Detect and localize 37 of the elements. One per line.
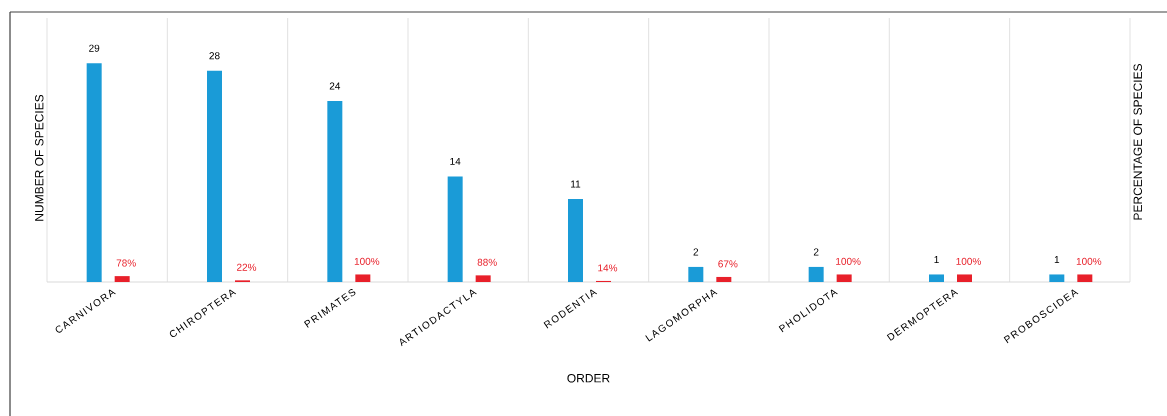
data-label: 28: [209, 52, 220, 60]
bar: [808, 266, 824, 282]
bar: [928, 274, 944, 282]
bar: [207, 70, 222, 282]
data-label: 100%: [956, 257, 981, 265]
data-label: 14%: [598, 264, 618, 272]
y-axis-title: NUMBER OF SPECIES: [34, 94, 44, 221]
data-label: 2: [693, 248, 699, 256]
data-label: 88%: [477, 258, 497, 266]
data-label: 2: [813, 248, 819, 256]
bar: [355, 274, 371, 282]
data-label: 67%: [718, 260, 738, 268]
y2-axis-title: PERCENTAGE OF SPECIES: [1133, 63, 1143, 220]
data-label: 1: [1054, 256, 1060, 263]
bar: [1049, 274, 1065, 282]
bar: [716, 276, 732, 282]
data-label: 14: [450, 157, 461, 165]
bar: [447, 176, 463, 282]
bar: [568, 199, 583, 282]
bar: [1077, 274, 1093, 282]
data-label: 22%: [237, 263, 257, 271]
x-axis-title: ORDER: [567, 373, 610, 383]
data-label: 1: [934, 256, 939, 263]
data-label: 29: [89, 44, 100, 52]
data-label: 100%: [1076, 257, 1102, 265]
bar: [114, 276, 130, 282]
data-label: 78%: [116, 259, 136, 267]
bar: [475, 275, 491, 282]
bar: [956, 274, 972, 282]
data-label: 100%: [836, 257, 861, 265]
bar: [836, 274, 852, 282]
bar: [688, 266, 704, 282]
data-label: 24: [329, 82, 341, 90]
bar: [327, 100, 343, 282]
data-label: 11: [571, 180, 581, 188]
data-label: 100%: [354, 257, 380, 265]
bar: [86, 63, 102, 282]
